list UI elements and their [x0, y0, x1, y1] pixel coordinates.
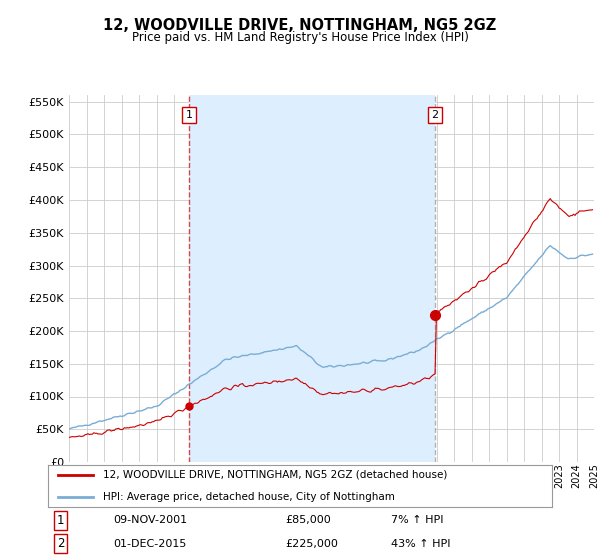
Text: 43% ↑ HPI: 43% ↑ HPI — [391, 539, 450, 549]
Text: HPI: Average price, detached house, City of Nottingham: HPI: Average price, detached house, City… — [103, 492, 395, 502]
Text: £225,000: £225,000 — [285, 539, 338, 549]
Text: 12, WOODVILLE DRIVE, NOTTINGHAM, NG5 2GZ: 12, WOODVILLE DRIVE, NOTTINGHAM, NG5 2GZ — [103, 18, 497, 33]
Text: 7% ↑ HPI: 7% ↑ HPI — [391, 515, 443, 525]
Text: 09-NOV-2001: 09-NOV-2001 — [113, 515, 188, 525]
Text: 1: 1 — [57, 514, 64, 526]
Text: 2: 2 — [57, 538, 64, 550]
Text: 2: 2 — [431, 110, 439, 120]
Text: 1: 1 — [185, 110, 193, 120]
Bar — [189, 95, 435, 462]
Text: 12, WOODVILLE DRIVE, NOTTINGHAM, NG5 2GZ (detached house): 12, WOODVILLE DRIVE, NOTTINGHAM, NG5 2GZ… — [103, 470, 448, 480]
Text: £85,000: £85,000 — [285, 515, 331, 525]
Text: 01-DEC-2015: 01-DEC-2015 — [113, 539, 187, 549]
Text: Price paid vs. HM Land Registry's House Price Index (HPI): Price paid vs. HM Land Registry's House … — [131, 31, 469, 44]
